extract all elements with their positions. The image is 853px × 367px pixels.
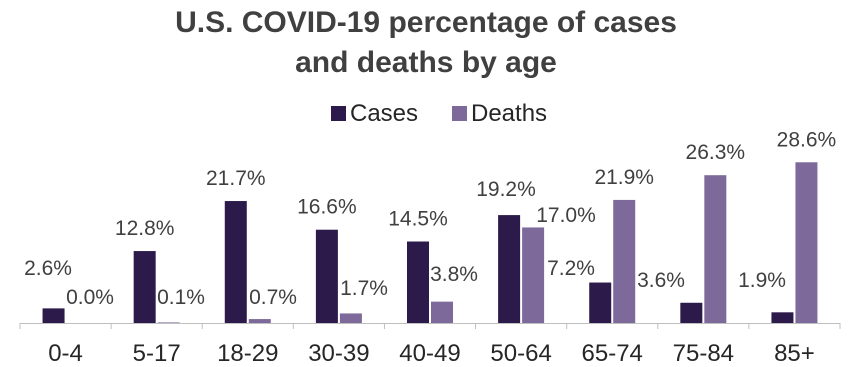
legend-label-deaths: Deaths: [471, 100, 547, 127]
bar-cases: [498, 215, 521, 323]
data-label-deaths: 17.0%: [536, 204, 596, 227]
data-label-deaths: 3.8%: [430, 263, 478, 286]
data-label-deaths: 28.6%: [777, 128, 837, 151]
x-tick-label: 85+: [774, 340, 815, 367]
x-tick-label: 30-39: [308, 340, 369, 367]
bar-cases: [42, 308, 65, 323]
legend-swatch-cases: [331, 106, 346, 121]
legend-label-cases: Cases: [350, 100, 418, 127]
x-tick-label: 75-84: [673, 340, 734, 367]
data-label-deaths: 0.7%: [249, 286, 297, 309]
bar-cases: [407, 241, 429, 323]
x-tick-label: 65-74: [582, 340, 643, 367]
bar-deaths: [613, 199, 636, 323]
data-label-cases: 3.6%: [637, 269, 685, 292]
data-label-cases: 19.2%: [476, 178, 536, 201]
bar-cases: [680, 302, 703, 323]
data-label-deaths: 0.0%: [66, 286, 114, 309]
data-label-cases: 14.5%: [388, 208, 448, 231]
bar-deaths: [795, 162, 818, 323]
data-label-cases: 1.9%: [738, 269, 786, 292]
x-tick-label: 5-17: [133, 340, 181, 367]
bar-deaths: [339, 313, 362, 323]
data-label-deaths: 0.1%: [157, 286, 205, 309]
bar-cases: [771, 312, 794, 323]
bar-cases: [224, 201, 247, 323]
data-label-cases: 2.6%: [24, 257, 72, 280]
legend-swatch-deaths: [452, 106, 467, 121]
x-tick-label: 40-49: [399, 340, 460, 367]
bar-cases: [589, 282, 612, 323]
data-label-deaths: 1.7%: [340, 277, 388, 300]
data-label-cases: 16.6%: [297, 196, 357, 219]
bar-cases: [133, 251, 156, 323]
bar-deaths: [431, 301, 453, 323]
plot-area: 0-4 2.6% 0.0% 5-17 12.8% 0.1% 18-29 21.7% 0.7% 30…: [19, 128, 841, 367]
data-label-cases: 7.2%: [547, 257, 595, 280]
bar-deaths: [522, 227, 545, 323]
bar-deaths: [248, 319, 271, 323]
data-label-cases: 12.8%: [115, 217, 175, 240]
chart-title-line-1: U.S. COVID-19 percentage of cases: [175, 6, 677, 39]
bar-deaths: [704, 175, 727, 323]
legend: Cases Deaths: [331, 100, 547, 127]
bar-deaths: [157, 322, 180, 323]
x-tick-label: 0-4: [48, 340, 83, 367]
bar-cases: [315, 229, 338, 323]
data-label-deaths: 21.9%: [594, 166, 654, 189]
x-tick-label: 18-29: [217, 340, 278, 367]
x-tick-label: 50-64: [490, 340, 551, 367]
data-label-deaths: 26.3%: [686, 141, 746, 164]
data-label-cases: 21.7%: [206, 167, 266, 190]
chart-title-line-2: and deaths by age: [295, 46, 557, 79]
